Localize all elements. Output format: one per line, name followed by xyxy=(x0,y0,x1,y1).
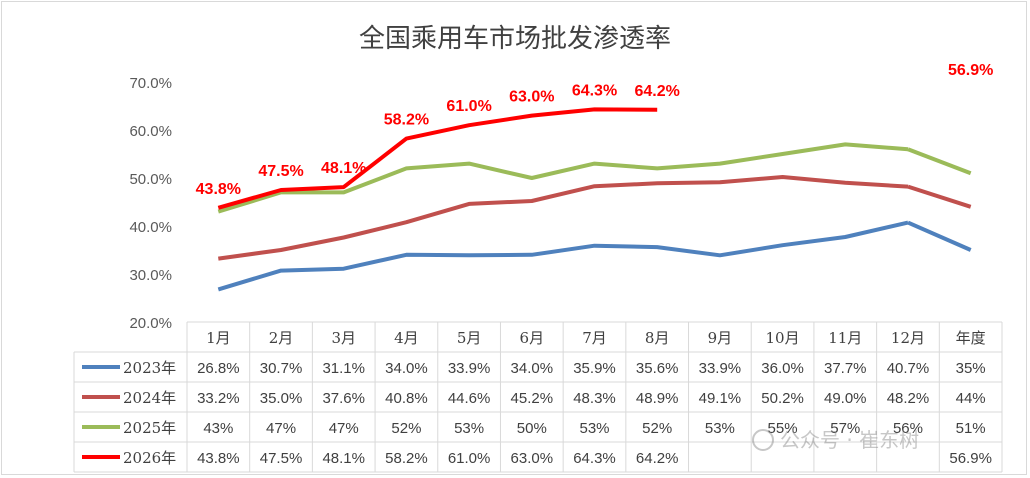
table-value: 53% xyxy=(454,420,484,437)
data-label: 47.5% xyxy=(258,163,303,180)
table-value: 47% xyxy=(266,420,296,437)
table-value: 63.0% xyxy=(511,450,554,467)
table-value: 31.1% xyxy=(322,360,365,377)
table-value: 44% xyxy=(956,390,986,407)
table-value: 50% xyxy=(517,420,547,437)
data-label: 43.8% xyxy=(196,181,241,198)
series-line xyxy=(907,184,972,209)
data-label: 64.2% xyxy=(635,83,680,100)
category-label: 7月 xyxy=(582,329,607,347)
chart-title: 全国乘用车市场批发渗透率 xyxy=(359,24,671,54)
table-value: 36.0% xyxy=(761,360,804,377)
table-value: 43% xyxy=(203,420,233,437)
table-value: 34.0% xyxy=(511,360,554,377)
legend-label: 2026年 xyxy=(123,449,176,467)
table-value: 47% xyxy=(329,420,359,437)
table-value: 44.6% xyxy=(448,390,491,407)
table-value: 35.0% xyxy=(260,390,303,407)
table-value: 56% xyxy=(893,420,923,437)
y-tick-label: 60.0% xyxy=(129,123,172,140)
table-value: 61.0% xyxy=(448,450,491,467)
series-line xyxy=(907,147,972,176)
table-value: 55% xyxy=(768,420,798,437)
category-label: 3月 xyxy=(331,329,356,347)
table-value: 49.1% xyxy=(699,390,742,407)
y-tick-label: 30.0% xyxy=(129,267,172,284)
table-value: 47.5% xyxy=(260,450,303,467)
table-value: 50.2% xyxy=(761,390,804,407)
table-value: 58.2% xyxy=(385,450,428,467)
category-label: 1月 xyxy=(206,329,231,347)
table-value: 33.9% xyxy=(448,360,491,377)
category-label: 8月 xyxy=(645,329,670,347)
series-line xyxy=(907,220,972,252)
series-line xyxy=(217,142,909,214)
table-value: 35.9% xyxy=(573,360,616,377)
data-label: 58.2% xyxy=(384,112,429,129)
category-label: 11月 xyxy=(828,329,862,347)
table-value: 35% xyxy=(956,360,986,377)
table-value: 57% xyxy=(830,420,860,437)
table-value: 49.0% xyxy=(824,390,867,407)
y-tick-label: 40.0% xyxy=(129,219,172,236)
series-line xyxy=(217,220,909,292)
data-label: 64.3% xyxy=(572,82,617,99)
table-value: 40.8% xyxy=(385,390,428,407)
y-tick-label: 50.0% xyxy=(129,171,172,188)
table-value: 52% xyxy=(391,420,421,437)
table-value: 48.2% xyxy=(887,390,930,407)
table-value: 48.3% xyxy=(573,390,616,407)
table-value: 37.7% xyxy=(824,360,867,377)
series-line xyxy=(218,175,909,261)
category-label: 年度 xyxy=(956,329,986,347)
table-value: 35.6% xyxy=(636,360,679,377)
table-value: 34.0% xyxy=(385,360,428,377)
category-label: 9月 xyxy=(708,329,733,347)
table-value: 64.3% xyxy=(573,450,616,467)
table-value: 51% xyxy=(956,420,986,437)
legend-label: 2024年 xyxy=(123,389,176,407)
table-value: 53% xyxy=(705,420,735,437)
table-value: 45.2% xyxy=(511,390,554,407)
table-value: 56.9% xyxy=(949,450,992,467)
category-label: 5月 xyxy=(457,329,482,347)
category-label: 12月 xyxy=(891,329,925,347)
data-label: 63.0% xyxy=(509,89,554,106)
category-label: 4月 xyxy=(394,329,419,347)
data-label: 56.9% xyxy=(948,62,993,79)
legend-label: 2025年 xyxy=(123,419,176,437)
y-tick-label: 20.0% xyxy=(129,315,172,332)
table-value: 33.2% xyxy=(197,390,240,407)
table-value: 43.8% xyxy=(197,450,240,467)
category-label: 6月 xyxy=(520,329,545,347)
legend-label: 2023年 xyxy=(123,359,176,377)
table-value: 30.7% xyxy=(260,360,303,377)
wechat-icon xyxy=(752,429,774,451)
y-tick-label: 70.0% xyxy=(129,75,172,92)
table-value: 53% xyxy=(579,420,609,437)
table-value: 48.9% xyxy=(636,390,679,407)
table-value: 37.6% xyxy=(322,390,365,407)
series-line xyxy=(217,107,658,210)
watermark-text: 公众号 · 崔东树 xyxy=(780,428,920,452)
table-value: 64.2% xyxy=(636,450,679,467)
watermark: 公众号 · 崔东树 xyxy=(752,424,919,453)
table-value: 48.1% xyxy=(322,450,365,467)
data-label: 48.1% xyxy=(321,160,366,177)
table-value: 33.9% xyxy=(699,360,742,377)
table-value: 52% xyxy=(642,420,672,437)
category-label: 2月 xyxy=(269,329,294,347)
data-label: 61.0% xyxy=(446,98,491,115)
category-label: 10月 xyxy=(766,329,800,347)
table-value: 26.8% xyxy=(197,360,240,377)
table-value: 40.7% xyxy=(887,360,930,377)
